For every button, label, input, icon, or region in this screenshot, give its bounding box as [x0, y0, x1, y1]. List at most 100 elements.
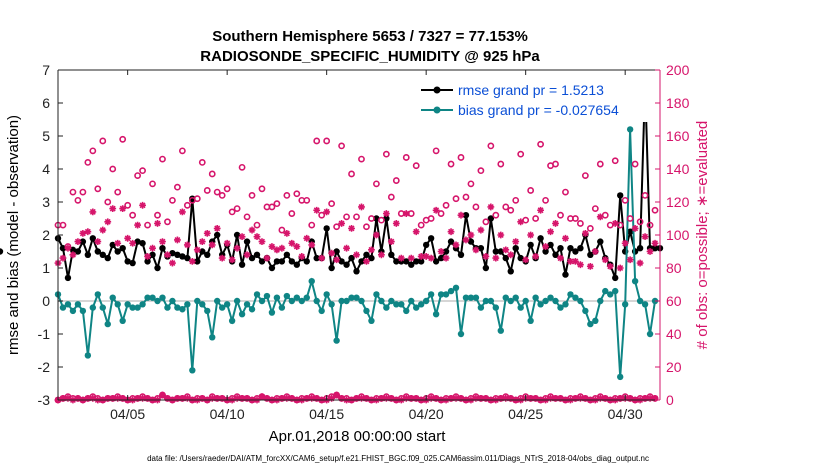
- series-3-point: [99, 226, 107, 234]
- series-3-point: [412, 228, 420, 236]
- y-right-tick-label: 160: [666, 128, 690, 144]
- series-0-point: [507, 268, 514, 275]
- legend-bias-marker: [433, 106, 441, 114]
- series-1-point: [298, 297, 305, 305]
- series-0-point: [572, 248, 579, 255]
- series-0-point: [492, 248, 500, 255]
- series-2-point: [636, 218, 644, 226]
- series-5-point: [402, 394, 410, 402]
- series-1-point: [318, 307, 325, 315]
- series-3-point: [278, 244, 286, 252]
- plot-background: [58, 70, 660, 400]
- series-5-point: [626, 394, 634, 402]
- y-left-tick-label: 4: [42, 161, 50, 177]
- series-5-point: [114, 394, 122, 402]
- series-2-point: [402, 154, 410, 161]
- series-3-point: [298, 253, 306, 260]
- series-5-point: [303, 394, 311, 402]
- series-2-point: [69, 188, 77, 196]
- series-3-point: [601, 256, 609, 264]
- series-2-point: [268, 203, 276, 211]
- series-1-point: [442, 291, 450, 298]
- series-0-point: [268, 264, 276, 272]
- series-0-point: [422, 241, 430, 249]
- series-0-point: [99, 251, 106, 258]
- series-1-point: [308, 278, 315, 285]
- series-3-point: [124, 234, 132, 242]
- series-0-point: [174, 251, 181, 258]
- series-1-point: [328, 301, 335, 308]
- series-5-point: [572, 394, 579, 402]
- y-axis-label-right: # of obs: o=possible; ∗=evaluated: [694, 121, 711, 350]
- series-3-point: [472, 246, 480, 254]
- series-5-point: [134, 394, 142, 402]
- series-3-point: [248, 226, 256, 234]
- series-3-point: [576, 261, 584, 269]
- series-1-point: [69, 307, 77, 315]
- series-2-point: [104, 198, 112, 206]
- series-1-point: [129, 304, 136, 311]
- series-1-point: [602, 287, 609, 295]
- series-1-point: [119, 317, 126, 324]
- series-3-point: [487, 203, 495, 211]
- series-1-point: [223, 301, 231, 308]
- x-tick-label: 04/15: [309, 406, 344, 422]
- series-3-point: [636, 259, 644, 267]
- y-left-tick-label: 5: [42, 128, 50, 144]
- series-5-point: [616, 394, 624, 402]
- series-2-point: [581, 172, 589, 179]
- series-3-point: [591, 248, 599, 255]
- legend-rmse-marker: [433, 86, 441, 94]
- series-1-point: [646, 330, 654, 338]
- series-2-point: [427, 215, 435, 222]
- series-2-point: [492, 211, 500, 219]
- series-1-point: [472, 294, 480, 301]
- series-5-point: [447, 394, 455, 402]
- series-3-point: [557, 254, 564, 262]
- series-5-point: [288, 394, 296, 402]
- series-1-point: [204, 307, 211, 315]
- series-2-point: [457, 154, 465, 161]
- series-1-point: [263, 292, 271, 300]
- legend-box: [418, 80, 654, 122]
- series-2-point: [591, 205, 599, 212]
- series-0-point: [393, 258, 400, 265]
- series-3-point: [268, 243, 276, 250]
- series-5-point: [183, 394, 191, 402]
- series-5-point: [651, 394, 659, 402]
- series-2-point: [228, 208, 236, 216]
- series-1-point: [99, 304, 106, 311]
- series-0-point: [353, 268, 360, 275]
- series-3-point: [198, 238, 206, 245]
- series-1-point: [577, 297, 584, 305]
- series-3-point: [169, 259, 176, 267]
- series-3-point: [129, 239, 137, 247]
- series-1-point: [64, 301, 72, 308]
- legend: rmse grand pr = 1.5213 bias grand pr = -…: [418, 80, 654, 122]
- series-1-point: [517, 304, 524, 311]
- series-3-point: [606, 262, 614, 270]
- series-3-point: [208, 241, 216, 249]
- series-3-point: [452, 241, 460, 249]
- series-0-point: [258, 258, 266, 265]
- x-tick-label: 04/25: [508, 406, 543, 422]
- series-2-point: [308, 221, 316, 229]
- series-5-point: [576, 394, 584, 402]
- series-2-point: [437, 210, 445, 217]
- series-0-point: [537, 235, 544, 242]
- y-left-tick-label: 7: [42, 62, 50, 78]
- series-2-point: [159, 155, 166, 163]
- series-1-point: [273, 294, 281, 301]
- series-2-point: [596, 160, 604, 168]
- series-3-point: [94, 238, 102, 245]
- x-axis-label: Apr.01,2018 00:00:00 start: [269, 428, 447, 445]
- series-1-point: [218, 304, 226, 311]
- series-3-point: [328, 249, 336, 257]
- series-2-point: [557, 211, 564, 219]
- series-2-point: [193, 195, 201, 203]
- series-3-point: [641, 233, 649, 241]
- series-2-point: [517, 150, 525, 158]
- series-2-point: [323, 137, 331, 145]
- series-3-point: [512, 238, 520, 245]
- series-2-point: [532, 215, 540, 222]
